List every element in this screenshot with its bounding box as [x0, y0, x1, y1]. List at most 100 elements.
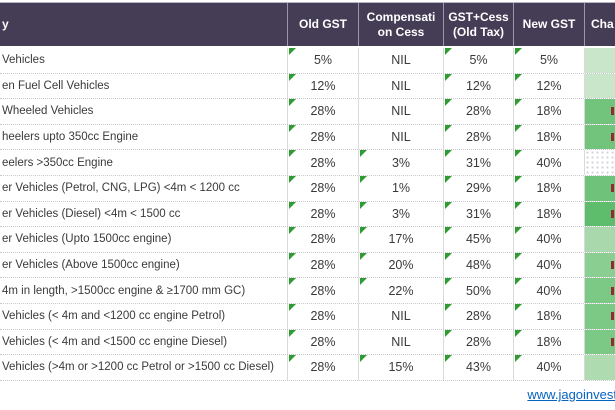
category-cell[interactable]: er Vehicles (Petrol, CNG, LPG) <4m < 120…	[0, 175, 288, 201]
compensation-cess-cell[interactable]: 17%	[359, 227, 444, 252]
category-cell[interactable]: heelers upto 350cc Engine	[0, 124, 288, 150]
compensation-cess-cell[interactable]: 1%	[359, 175, 444, 201]
header-change[interactable]: Cha	[591, 17, 614, 32]
old-gst-cell[interactable]: 28%	[288, 278, 359, 303]
compensation-cess-cell[interactable]: NIL	[359, 99, 444, 124]
new-gst-cell[interactable]: 18%	[514, 303, 585, 329]
old-gst-cell[interactable]: 28%	[288, 150, 359, 175]
new-gst-cell[interactable]: 18%	[514, 201, 585, 227]
new-gst-cell[interactable]: 5%	[514, 48, 585, 73]
change-cell[interactable]	[585, 99, 615, 124]
category-cell[interactable]: Vehicles	[0, 48, 288, 73]
gst-plus-cess-cell[interactable]: 29%	[444, 175, 514, 201]
new-gst-cell[interactable]: 18%	[514, 175, 585, 201]
old-gst-cell[interactable]: 28%	[288, 303, 359, 329]
change-cell[interactable]	[585, 278, 615, 303]
cell-flag-icon	[445, 175, 452, 183]
category-text: en Fuel Cell Vehicles	[2, 79, 110, 92]
new-gst-cell[interactable]: 40%	[514, 150, 585, 175]
cell-flag-icon	[445, 278, 452, 286]
gst-plus-cess-cell[interactable]: 5%	[444, 48, 514, 73]
category-cell[interactable]: er Vehicles (Diesel) <4m < 1500 cc	[0, 201, 288, 227]
gst-plus-cess-cell[interactable]: 48%	[444, 252, 514, 278]
category-cell[interactable]: Vehicles (>4m or >1200 cc Petrol or >150…	[0, 355, 288, 380]
new-gst-cell[interactable]: 18%	[514, 99, 585, 124]
compensation-cess-cell[interactable]: 20%	[359, 252, 444, 278]
new-gst-cell[interactable]: 12%	[514, 73, 585, 99]
new-gst-cell[interactable]: 40%	[514, 227, 585, 252]
compensation-cess-cell[interactable]: NIL	[359, 303, 444, 329]
change-cell[interactable]	[585, 303, 615, 329]
old-gst-cell[interactable]: 28%	[288, 329, 359, 355]
change-cell[interactable]	[585, 227, 615, 252]
category-cell[interactable]: er Vehicles (Above 1500cc engine)	[0, 252, 288, 278]
category-cell[interactable]: Vehicles (< 4m and <1200 cc engine Petro…	[0, 303, 288, 329]
gst-plus-cess-cell[interactable]: 31%	[444, 201, 514, 227]
new-gst-cell[interactable]: 18%	[514, 329, 585, 355]
cell-flag-icon	[445, 201, 452, 209]
header-compensation-cess[interactable]: Compensati on Cess	[359, 3, 444, 46]
gst-plus-cess-cell[interactable]: 31%	[444, 150, 514, 175]
compensation-cess-value: NIL	[391, 53, 411, 68]
compensation-cess-value: 20%	[388, 258, 414, 273]
old-gst-cell[interactable]: 28%	[288, 175, 359, 201]
jagoinvestor-link[interactable]: www.jagoinvest	[527, 387, 615, 402]
old-gst-cell[interactable]: 28%	[288, 201, 359, 227]
change-cell[interactable]	[585, 175, 615, 201]
category-cell[interactable]: Wheeled Vehicles	[0, 99, 288, 124]
gst-plus-cess-cell[interactable]: 50%	[444, 278, 514, 303]
gst-plus-cess-cell[interactable]: 12%	[444, 73, 514, 99]
old-gst-cell[interactable]: 28%	[288, 355, 359, 380]
new-gst-cell[interactable]: 40%	[514, 355, 585, 380]
header-category[interactable]: y	[0, 3, 288, 46]
old-gst-cell[interactable]: 28%	[288, 227, 359, 252]
category-text: Vehicles	[2, 54, 45, 67]
compensation-cess-cell[interactable]: NIL	[359, 329, 444, 355]
new-gst-cell[interactable]: 40%	[514, 278, 585, 303]
gst-plus-cess-cell[interactable]: 28%	[444, 124, 514, 150]
old-gst-cell[interactable]: 12%	[288, 73, 359, 99]
gst-plus-cess-cell[interactable]: 28%	[444, 329, 514, 355]
compensation-cess-cell[interactable]: NIL	[359, 73, 444, 99]
gst-plus-cess-cell[interactable]: 28%	[444, 303, 514, 329]
old-gst-cell[interactable]: 28%	[288, 99, 359, 124]
gst-plus-cess-cell[interactable]: 28%	[444, 99, 514, 124]
change-cell[interactable]	[585, 124, 615, 150]
old-gst-cell[interactable]: 28%	[288, 252, 359, 278]
gst-plus-cess-cell[interactable]: 43%	[444, 355, 514, 380]
change-cell[interactable]	[585, 73, 615, 99]
new-gst-cell[interactable]: 18%	[514, 124, 585, 150]
category-cell[interactable]: er Vehicles (Upto 1500cc engine)	[0, 227, 288, 252]
gst-plus-cess-value: 28%	[465, 309, 492, 324]
gst-plus-cess-cell[interactable]: 45%	[444, 227, 514, 252]
category-cell[interactable]: en Fuel Cell Vehicles	[0, 73, 288, 99]
category-text: Vehicles (< 4m and <1200 cc engine Petro…	[2, 310, 226, 323]
compensation-cess-cell[interactable]: NIL	[359, 48, 444, 73]
change-cell[interactable]	[585, 329, 615, 355]
compensation-cess-cell[interactable]: 15%	[359, 355, 444, 380]
compensation-cess-cell[interactable]: 22%	[359, 278, 444, 303]
cell-flag-icon	[289, 124, 296, 132]
cell-flag-icon	[445, 252, 452, 260]
category-cell[interactable]: Vehicles (< 4m and <1500 cc engine Diese…	[0, 329, 288, 355]
header-new-gst[interactable]: New GST	[514, 3, 585, 46]
new-gst-cell[interactable]: 40%	[514, 252, 585, 278]
change-cell[interactable]	[585, 48, 615, 73]
old-gst-cell[interactable]: 28%	[288, 124, 359, 150]
change-cell[interactable]	[585, 201, 615, 227]
old-gst-cell[interactable]: 5%	[288, 48, 359, 73]
change-cell[interactable]	[585, 252, 615, 278]
compensation-cess-cell[interactable]: NIL	[359, 124, 444, 150]
cell-flag-icon	[445, 227, 452, 235]
old-gst-value: 28%	[310, 155, 336, 170]
header-gst-plus-cess[interactable]: GST+Cess (Old Tax)	[444, 3, 514, 46]
cell-flag-icon	[515, 252, 522, 260]
compensation-cess-cell[interactable]: 3%	[359, 201, 444, 227]
cell-flag-icon	[289, 278, 296, 286]
header-old-gst[interactable]: Old GST	[288, 3, 359, 46]
category-cell[interactable]: 4m in length, >1500cc engine & ≥1700 mm …	[0, 278, 288, 303]
category-cell[interactable]: eelers >350cc Engine	[0, 150, 288, 175]
change-cell[interactable]	[585, 150, 615, 175]
change-cell[interactable]	[585, 355, 615, 380]
compensation-cess-cell[interactable]: 3%	[359, 150, 444, 175]
